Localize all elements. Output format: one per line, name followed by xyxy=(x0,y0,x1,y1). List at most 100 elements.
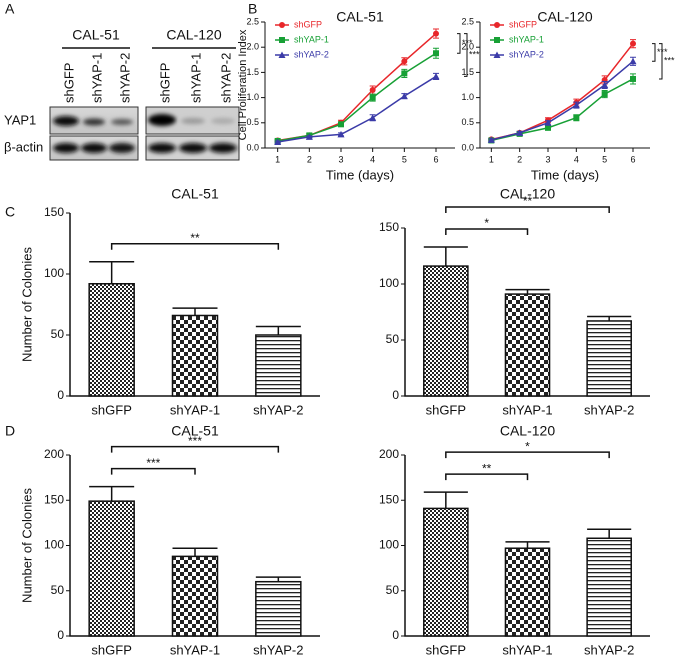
y-tick-label: 0.5 xyxy=(246,117,259,127)
lane-label: shGFP xyxy=(157,63,172,103)
marker xyxy=(601,81,609,88)
error-bar xyxy=(255,325,301,335)
legend-label: shGFP xyxy=(509,19,537,29)
x-tick-label: shGFP xyxy=(426,642,466,657)
significance-label: *** xyxy=(188,434,202,448)
legend-label: shYAP-1 xyxy=(509,34,544,44)
row-label: β-actin xyxy=(4,139,43,154)
marker xyxy=(573,114,580,121)
legend-label: shYAP-2 xyxy=(509,49,544,59)
significance-bracket xyxy=(110,445,280,453)
axes xyxy=(404,455,650,637)
series-line xyxy=(491,60,634,141)
x-tick-label: 2 xyxy=(517,154,522,164)
y-tick-label: 150 xyxy=(44,205,64,219)
marker xyxy=(629,57,637,65)
bar xyxy=(504,547,551,637)
legend-label: shGFP xyxy=(294,19,322,29)
chart-title: CAL-51 xyxy=(171,423,219,439)
marker xyxy=(433,50,439,57)
y-tick-label: 150 xyxy=(44,492,64,506)
marker xyxy=(369,94,376,101)
chart-title: CAL-51 xyxy=(171,186,219,202)
y-axis-label: Number of Colonies xyxy=(19,247,34,362)
y-tick-label: 100 xyxy=(379,276,399,290)
chart-title: CAL-51 xyxy=(336,9,384,25)
bar xyxy=(171,314,219,397)
y-tick-label: 0 xyxy=(392,388,399,402)
axes xyxy=(69,455,320,637)
x-tick-label: shYAP-1 xyxy=(502,402,552,417)
group-label: CAL-51 xyxy=(72,27,120,43)
marker xyxy=(274,138,282,145)
significance-label: ** xyxy=(482,461,492,475)
x-axis-label: Time (days) xyxy=(531,167,599,182)
x-tick-label: 1 xyxy=(489,154,494,164)
x-tick-label: shYAP-2 xyxy=(253,402,303,417)
significance-bracket xyxy=(445,228,529,236)
bar xyxy=(88,500,135,637)
bar xyxy=(88,283,135,397)
bar xyxy=(586,537,632,637)
blot-bands xyxy=(53,114,237,153)
significance-label: *** xyxy=(657,47,668,57)
x-tick-label: shYAP-1 xyxy=(502,642,552,657)
y-tick-label: 50 xyxy=(386,332,400,346)
y-tick-label: 2.0 xyxy=(246,42,259,52)
error-bar xyxy=(255,576,301,582)
significance-bracket xyxy=(445,451,610,459)
error-bar xyxy=(172,547,218,557)
y-tick-label: 1.0 xyxy=(246,92,259,102)
series-line xyxy=(277,75,437,143)
significance-bracket xyxy=(110,243,280,250)
y-tick-label: 100 xyxy=(44,538,64,552)
y-tick-label: 1.5 xyxy=(461,67,474,77)
bar xyxy=(255,334,302,397)
marker xyxy=(337,130,345,138)
y-tick-label: 2.0 xyxy=(461,42,474,52)
y-tick-label: 1.0 xyxy=(461,92,474,102)
marker xyxy=(544,119,552,126)
y-tick-label: 0.5 xyxy=(461,117,474,127)
y-tick-label: 150 xyxy=(379,492,399,506)
significance-label: ** xyxy=(190,231,200,245)
y-tick-label: 150 xyxy=(379,220,399,234)
lane-label: shYAP-1 xyxy=(188,53,203,103)
marker xyxy=(338,121,344,128)
lane-label: shYAP-1 xyxy=(89,53,104,103)
x-tick-label: 3 xyxy=(338,154,343,164)
x-tick-label: 4 xyxy=(574,154,579,164)
significance-bracket xyxy=(659,43,663,80)
error-bar xyxy=(172,307,218,316)
marker xyxy=(278,51,286,58)
y-tick-label: 200 xyxy=(44,447,64,461)
y-tick-label: 50 xyxy=(386,583,400,597)
significance-bracket xyxy=(445,473,529,481)
y-tick-label: 200 xyxy=(379,447,399,461)
significance-label: * xyxy=(484,216,489,230)
significance-bracket xyxy=(652,43,656,62)
marker xyxy=(369,87,376,94)
y-tick-label: 0 xyxy=(57,388,64,402)
axes xyxy=(264,22,455,149)
bar xyxy=(423,265,469,397)
significance-label: ** xyxy=(523,194,533,208)
significance-bracket xyxy=(445,206,610,214)
x-tick-label: shGFP xyxy=(426,402,466,417)
error-bar xyxy=(423,491,468,509)
significance-bracket xyxy=(110,467,196,475)
chart-title: CAL-120 xyxy=(500,423,555,439)
x-tick-label: shGFP xyxy=(91,642,131,657)
legend-label: shYAP-2 xyxy=(294,49,329,59)
bar xyxy=(171,555,219,637)
x-tick-label: 1 xyxy=(275,154,280,164)
marker xyxy=(494,22,500,28)
marker xyxy=(493,51,501,58)
marker xyxy=(630,40,636,47)
y-tick-label: 2.5 xyxy=(461,16,474,26)
series-line xyxy=(491,78,634,142)
x-tick-label: 6 xyxy=(630,154,635,164)
x-tick-label: shYAP-2 xyxy=(584,402,634,417)
marker xyxy=(630,75,636,82)
